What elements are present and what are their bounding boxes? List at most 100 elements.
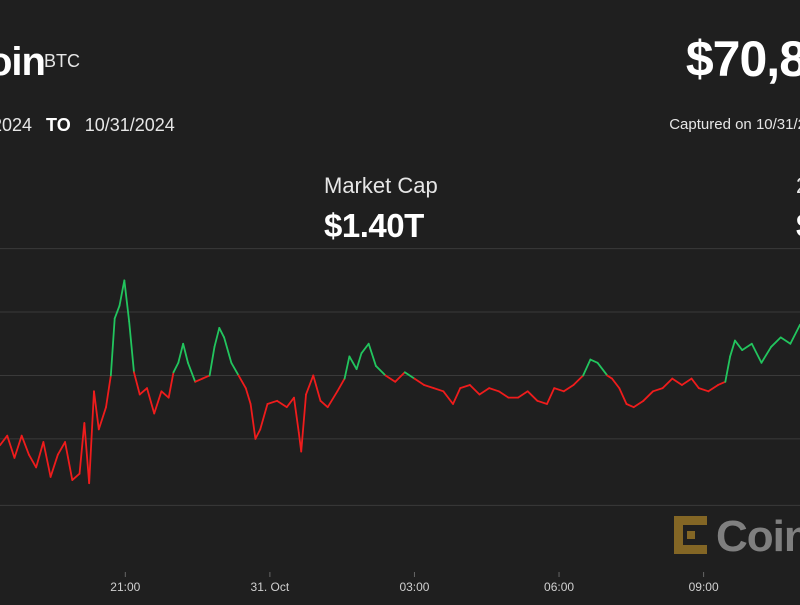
price-segment-44	[266, 399, 279, 405]
price-segment-7	[49, 453, 59, 478]
price-segment-53	[326, 390, 339, 409]
range-from: 2024	[0, 115, 33, 135]
price-segment-64	[413, 377, 425, 386]
price-segment-71	[478, 387, 491, 396]
price-segment-97	[707, 384, 719, 393]
price-segment-77	[536, 399, 548, 405]
price-segment-60	[375, 365, 387, 377]
price-segment-96	[697, 387, 710, 393]
price-segment-27	[167, 371, 175, 399]
x-tick-label-4: 09:00	[689, 580, 719, 594]
price-segment-104	[760, 346, 772, 364]
coindesk-watermark: Coin	[668, 512, 800, 562]
price-segment-29	[177, 342, 185, 364]
price-segment-41	[249, 403, 257, 440]
price-segment-72	[488, 387, 500, 393]
price-segment-63	[403, 371, 416, 380]
price-segment-88	[625, 403, 635, 409]
price-segment-75	[517, 390, 529, 399]
price-segment-13	[88, 390, 95, 485]
price-segment-54	[336, 377, 346, 393]
current-price: $70,8	[685, 31, 800, 87]
price-segment-95	[690, 377, 700, 390]
price-segment-23	[138, 387, 148, 396]
coin-ticker: BTC	[44, 51, 80, 71]
price-segment-52	[319, 399, 329, 409]
price-segment-103	[750, 342, 763, 364]
range-to: 10/31/2024	[84, 115, 175, 135]
range-to-word: TO	[46, 115, 71, 135]
price-segment-30	[182, 342, 189, 364]
price-segment-105	[770, 336, 782, 348]
chart-grid	[0, 248, 800, 506]
price-segment-94	[681, 377, 693, 386]
price-segment-91	[652, 387, 664, 393]
price-segment-100	[729, 339, 736, 358]
price-segment-35	[213, 327, 221, 348]
market-cap-value: $1.40T	[324, 207, 424, 244]
price-segment-22	[133, 371, 141, 396]
price-segment-70	[468, 384, 481, 396]
price-segment-56	[348, 355, 358, 371]
price-segment-40	[244, 387, 252, 405]
price-segment-99	[724, 355, 732, 383]
price-segment-6	[42, 441, 52, 478]
price-segment-82	[582, 358, 592, 377]
price-segment-107	[789, 323, 800, 345]
price-segment-26	[160, 390, 170, 399]
price-segment-79	[553, 387, 565, 393]
price-segment-39	[237, 374, 247, 390]
market-cap-label: Market Cap	[324, 173, 438, 198]
price-segment-93	[671, 377, 683, 386]
price-segment-36	[218, 327, 225, 339]
price-segment-49	[300, 393, 307, 453]
price-segment-89	[632, 399, 645, 409]
price-segment-2	[13, 434, 23, 459]
price-segment-55	[343, 355, 351, 380]
price-segment-84	[596, 361, 609, 377]
price-segment-16	[105, 374, 112, 409]
price-segment-24	[146, 387, 156, 415]
coin-name: oin	[0, 40, 46, 84]
price-segment-3	[20, 434, 30, 456]
price-segment-106	[779, 336, 792, 345]
price-segment-102	[741, 342, 753, 352]
price-segment-90	[642, 390, 654, 402]
x-tick-label-1: 31. Oct	[251, 580, 290, 594]
price-segment-37	[223, 336, 233, 364]
price-line	[0, 279, 800, 485]
price-segment-25	[153, 390, 163, 415]
price-segment-20	[123, 279, 131, 323]
price-segment-81	[572, 374, 585, 386]
price-segment-78	[546, 387, 556, 405]
price-segment-15	[97, 406, 107, 431]
price-segment-51	[312, 374, 322, 402]
price-segment-57	[355, 352, 363, 371]
price-segment-58	[360, 342, 370, 355]
captured-on: Captured on 10/31/2	[669, 116, 800, 133]
price-segment-5	[35, 441, 45, 469]
price-segment-38	[230, 361, 240, 377]
x-tick-label-0: 21:00	[110, 580, 140, 594]
price-segment-4	[28, 453, 38, 469]
price-segment-61	[384, 374, 397, 383]
price-segment-69	[459, 384, 471, 390]
price-segment-87	[618, 387, 628, 405]
price-segment-1	[6, 434, 16, 459]
price-segment-19	[118, 279, 126, 307]
date-range: 2024 TO 10/31/2024	[0, 115, 175, 136]
price-segment-28	[172, 361, 180, 374]
price-segment-9	[64, 441, 74, 481]
price-segment-17	[109, 317, 116, 377]
price-segment-45	[276, 399, 288, 409]
price-segment-42	[254, 428, 262, 440]
price-segment-59	[367, 342, 377, 367]
price-segment-21	[128, 320, 135, 374]
price-segment-83	[589, 358, 599, 364]
price-segment-50	[305, 374, 315, 396]
x-axis-ticks: 21:00 31. Oct 03:00 06:00 09:00	[110, 572, 719, 594]
price-segment-85	[606, 374, 613, 380]
price-segment-11	[78, 422, 86, 475]
